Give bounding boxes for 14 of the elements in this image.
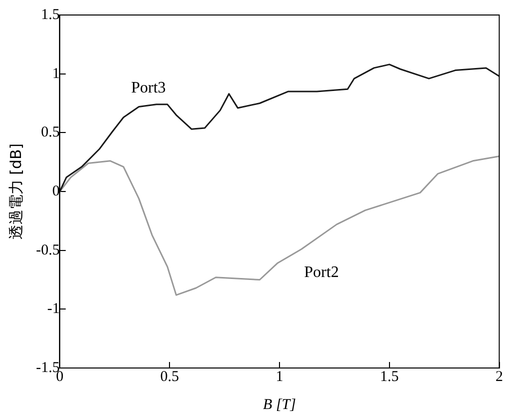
- y-tick-label: 1: [52, 66, 60, 82]
- x-tick-label: 1: [276, 368, 284, 385]
- x-tick-label: 0.5: [160, 368, 179, 385]
- x-tick-label: 1.5: [380, 368, 399, 385]
- y-tick-label: 0: [52, 183, 60, 200]
- y-tick-label: 1.5: [40, 6, 60, 23]
- y-tick-label: -1: [47, 301, 60, 318]
- x-tick-label: 2: [496, 368, 503, 385]
- series-label: Port3: [131, 79, 166, 96]
- y-axis-title: 透過電力 [dB]: [6, 143, 25, 240]
- series-label: Port2: [304, 264, 339, 282]
- y-tick-label: 0.5: [40, 124, 60, 141]
- y-tick-label: -0.5: [36, 242, 60, 258]
- x-axis-title: B [T]: [263, 396, 296, 413]
